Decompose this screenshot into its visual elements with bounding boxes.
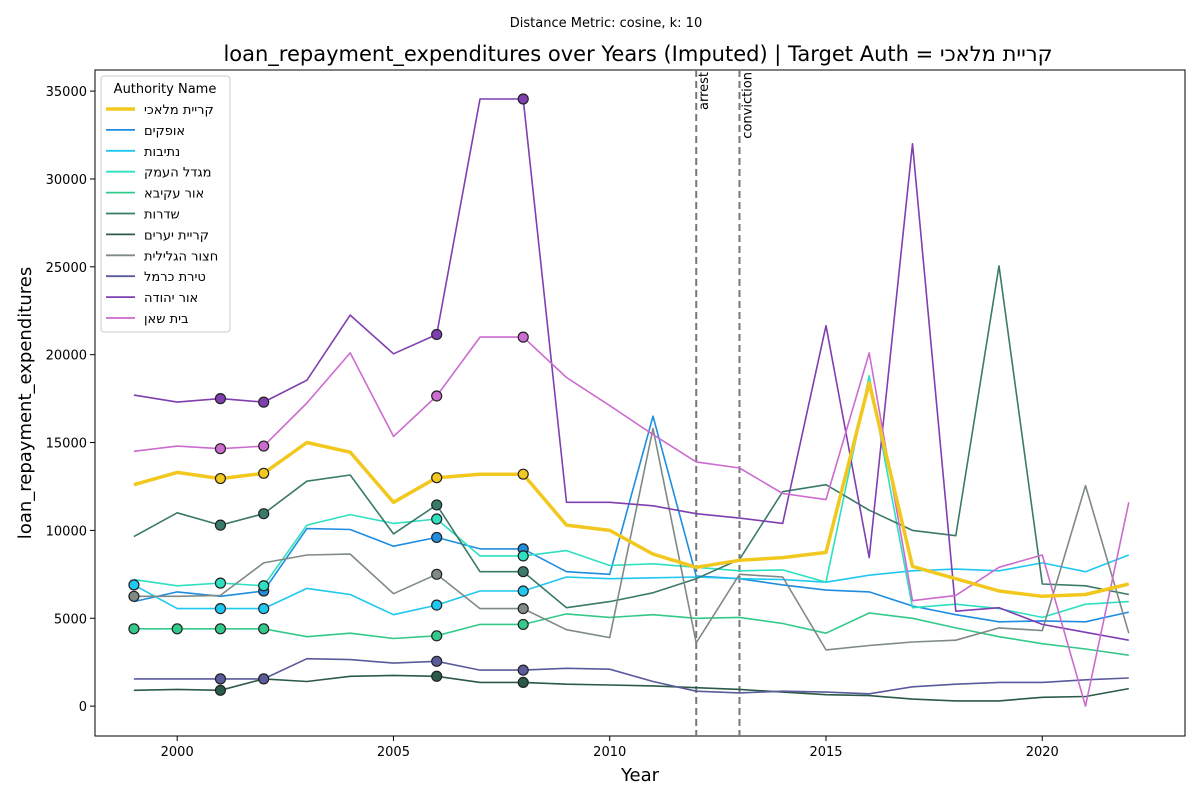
imputed-point: [214, 623, 227, 635]
imputed-point: [128, 590, 140, 602]
imputed-point: [214, 684, 227, 696]
event-lines: arrest conviction: [695, 70, 755, 736]
imputed-point: [258, 440, 270, 452]
y-tick-label: 25000: [46, 261, 87, 276]
event-label-arrest: arrest: [697, 72, 712, 110]
series-line-3: [133, 374, 1129, 619]
legend-label: אור עקיבא: [144, 187, 204, 202]
imputed-markers: [128, 93, 529, 696]
imputed-point: [431, 670, 443, 682]
legend-label: חצור הגלילית: [144, 249, 218, 264]
x-tick-label: 2010: [593, 745, 626, 760]
imputed-point: [517, 676, 529, 689]
chart-suptitle: Distance Metric: cosine, k: 10: [510, 16, 702, 31]
y-tick-label: 20000: [46, 349, 87, 364]
series-lines: [133, 98, 1130, 707]
imputed-point: [431, 390, 443, 402]
legend-label: אור יהודה: [144, 291, 198, 306]
y-tick-label: 15000: [46, 437, 87, 452]
legend-label: נתיבות: [144, 145, 180, 160]
legend-frame: [100, 75, 231, 333]
y-tick-label: 5000: [54, 612, 87, 627]
imputed-point: [431, 513, 443, 525]
imputed-point: [214, 577, 227, 589]
chart-title: loan_repayment_expenditures over Years (…: [223, 42, 1052, 67]
legend: Authority Name קריית מלאכי אופקים נתיבות מג…: [100, 75, 231, 333]
imputed-point: [517, 331, 529, 343]
imputed-point: [214, 673, 227, 685]
legend-label: אופקים: [144, 124, 185, 139]
imputed-point: [128, 623, 140, 635]
series-line-7: [133, 427, 1130, 651]
imputed-point: [128, 579, 140, 591]
imputed-point: [431, 499, 443, 511]
imputed-point: [517, 585, 529, 597]
series-line-10: [133, 336, 1130, 707]
event-label-conviction: conviction: [740, 72, 755, 139]
imputed-point: [517, 618, 529, 631]
x-axis-ticks: 2000 2005 2010 2015 2020: [161, 736, 1059, 760]
imputed-point: [258, 623, 270, 635]
imputed-point: [431, 568, 443, 580]
imputed-point: [214, 472, 227, 485]
legend-title: Authority Name: [114, 82, 217, 97]
plot-area: [94, 69, 1186, 737]
imputed-point: [517, 93, 529, 105]
y-axis-label: loan_repayment_expenditures: [15, 267, 36, 539]
imputed-point: [258, 467, 270, 479]
series-line-0: [133, 381, 1130, 599]
series-line-1: [133, 415, 1129, 623]
series-line-9: [133, 98, 1129, 641]
legend-label: מגדל העמק: [144, 166, 212, 181]
imputed-point: [431, 655, 443, 667]
y-tick-label: 0: [79, 700, 87, 715]
imputed-point: [517, 550, 529, 562]
x-tick-label: 2005: [377, 745, 410, 760]
imputed-point: [258, 673, 270, 685]
x-tick-label: 2015: [809, 745, 842, 760]
imputed-point: [214, 443, 227, 455]
x-axis-label: Year: [620, 765, 660, 786]
imputed-point: [171, 623, 183, 635]
imputed-point: [517, 664, 529, 676]
imputed-point: [431, 472, 443, 484]
imputed-point: [214, 519, 227, 531]
legend-label: קריית יערים: [144, 228, 209, 243]
legend-label: שדרות: [144, 208, 180, 223]
imputed-point: [517, 468, 529, 480]
series-line-6: [133, 674, 1129, 702]
imputed-point: [258, 508, 270, 520]
legend-label: קריית מלאכי: [144, 103, 214, 118]
imputed-point: [431, 531, 443, 544]
imputed-point: [517, 602, 529, 615]
y-axis-ticks: 0 5000 10000 15000 20000 25000 30000 35000: [46, 85, 95, 715]
x-tick-label: 2000: [161, 745, 194, 760]
y-tick-label: 10000: [46, 524, 87, 539]
series-line-5: [133, 265, 1129, 609]
series-line-4: [133, 612, 1129, 656]
imputed-point: [258, 602, 270, 615]
imputed-point: [258, 396, 270, 408]
y-tick-label: 30000: [46, 173, 87, 188]
imputed-point: [258, 580, 270, 592]
legend-label: בית שאן: [144, 312, 189, 327]
imputed-point: [431, 328, 443, 341]
imputed-point: [214, 393, 227, 405]
imputed-point: [517, 566, 529, 578]
imputed-point: [431, 630, 443, 642]
y-tick-label: 35000: [46, 85, 87, 100]
series-line-8: [133, 657, 1129, 695]
imputed-point: [214, 602, 227, 615]
legend-label: טירת כרמל: [144, 270, 206, 285]
x-tick-label: 2020: [1026, 745, 1059, 760]
series-line-2: [133, 554, 1130, 616]
imputed-point: [431, 599, 443, 611]
